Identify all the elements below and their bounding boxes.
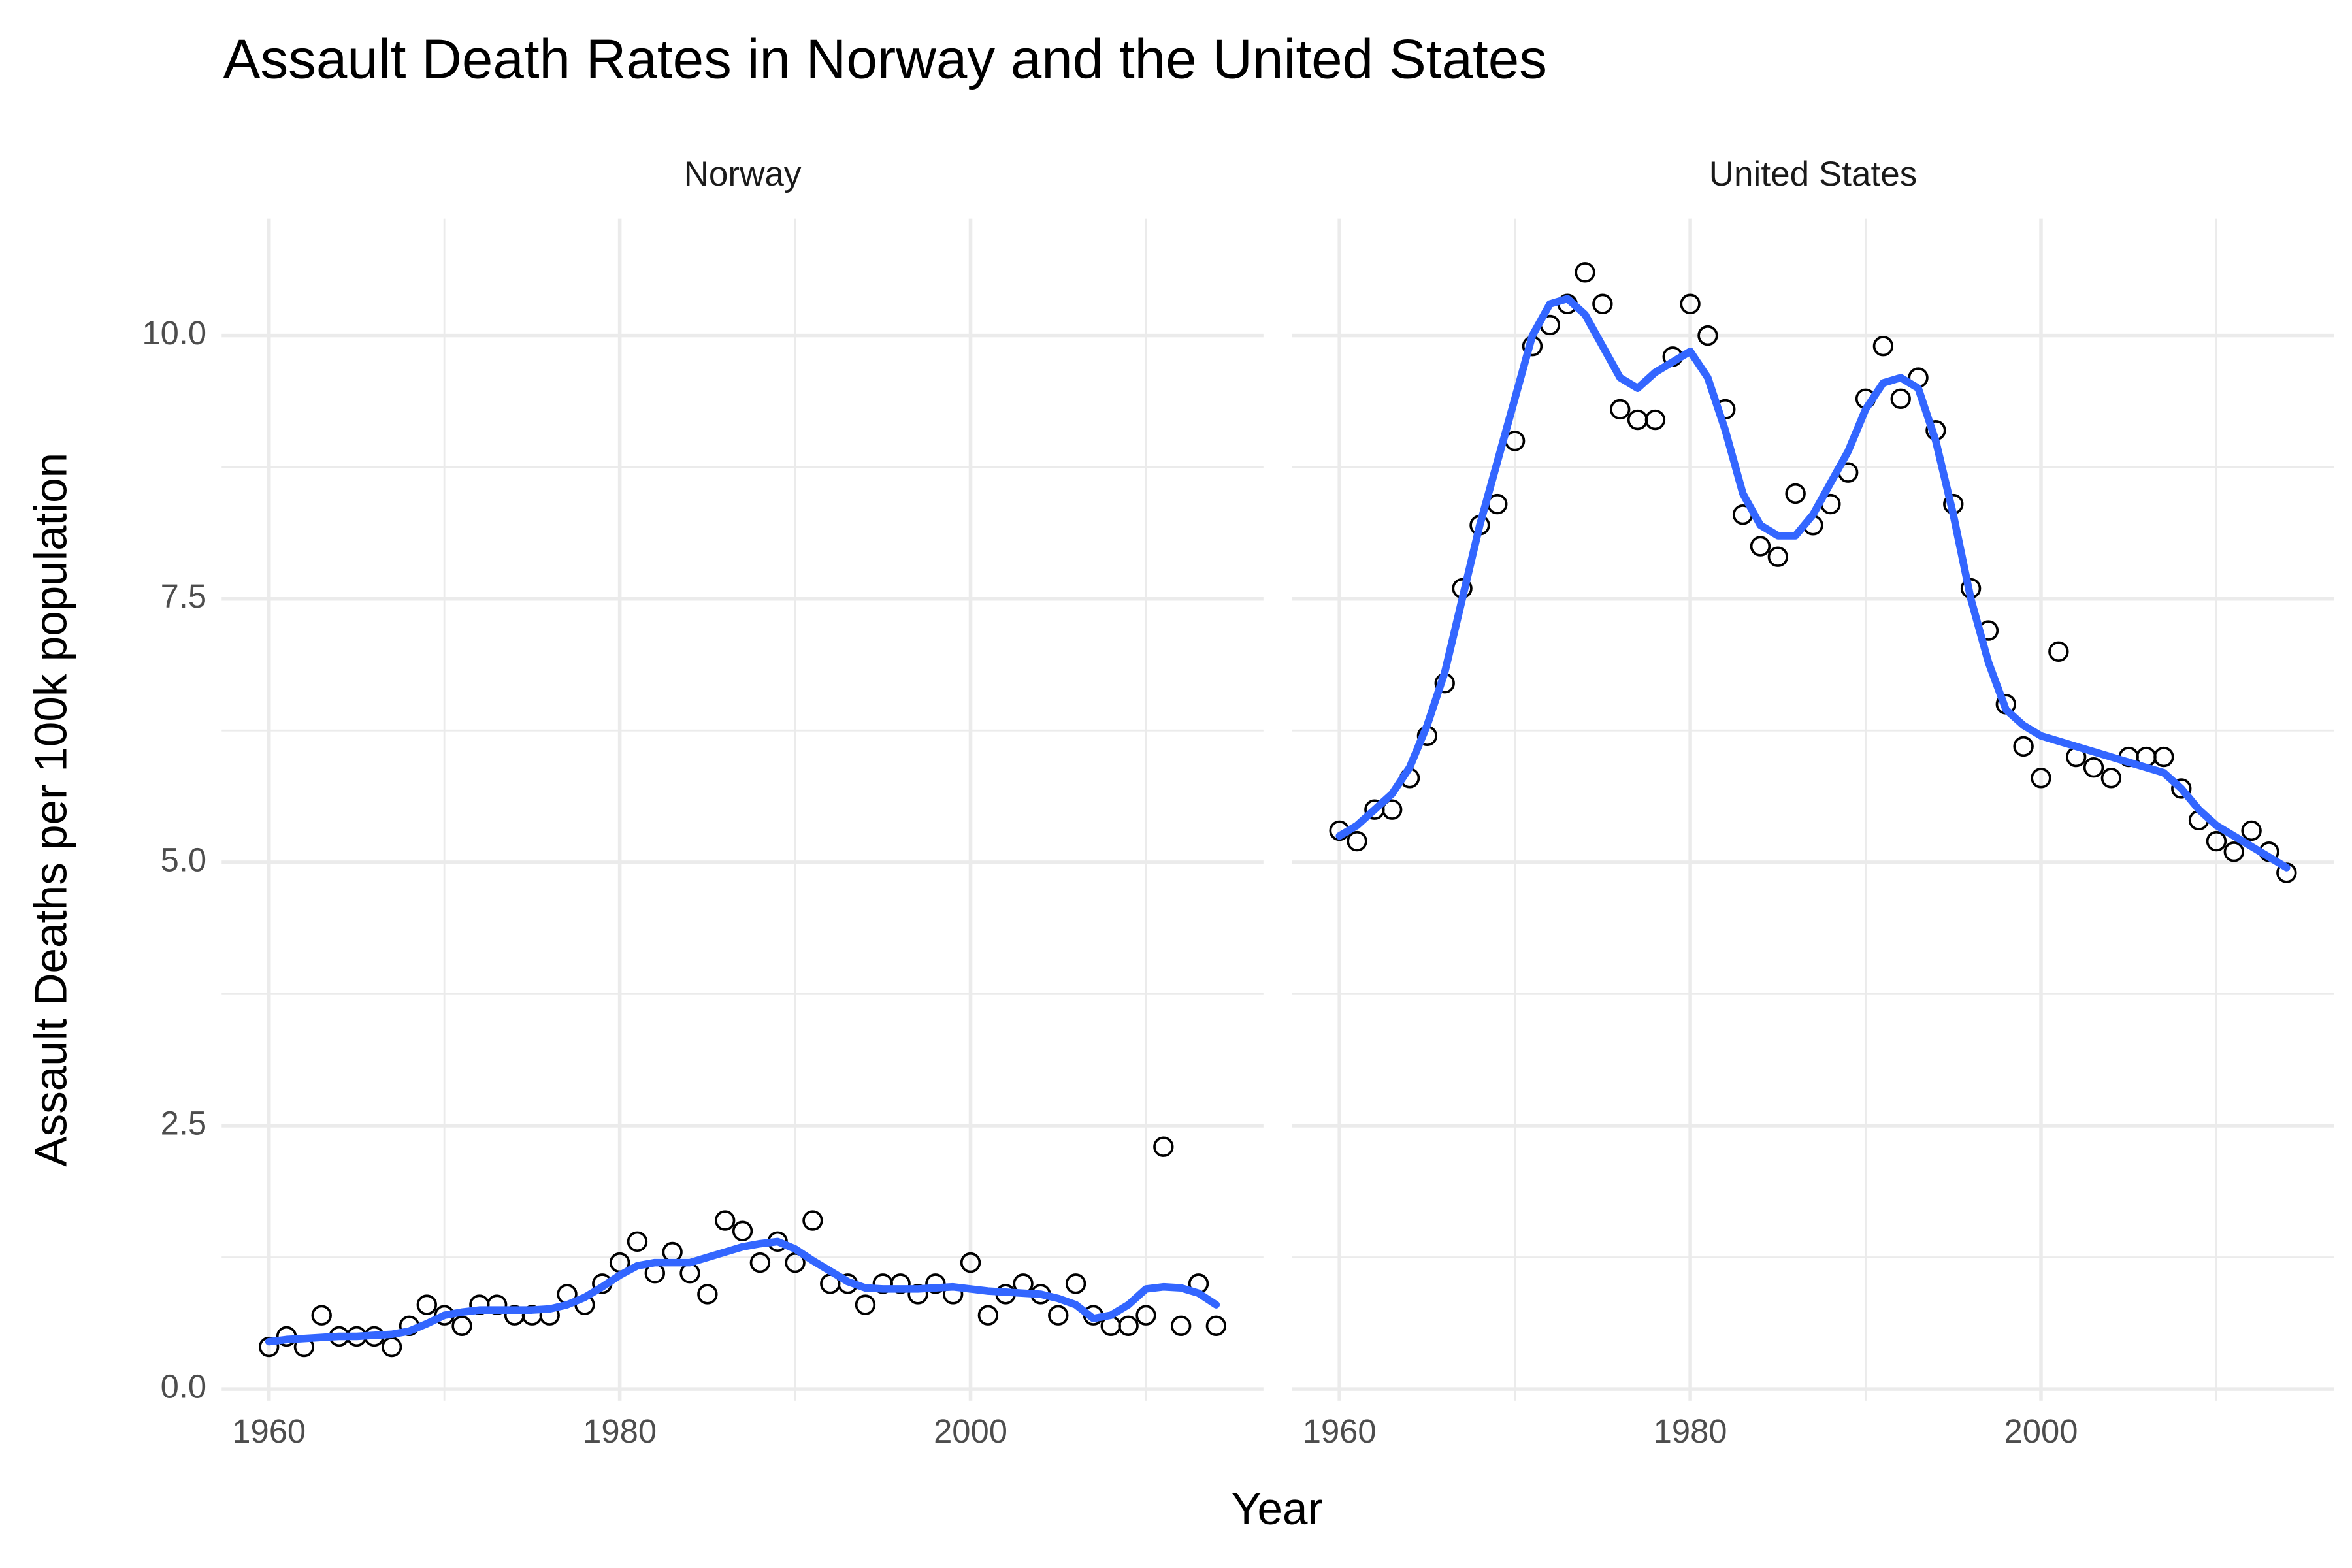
point [2241, 820, 2262, 841]
point [1135, 1305, 1156, 1326]
point [732, 1220, 753, 1241]
x-tick-label: 1960 [1303, 1413, 1377, 1450]
point [977, 1305, 999, 1326]
facet-title: Norway [684, 155, 802, 193]
point [2153, 746, 2174, 768]
y-tick-label: 0.0 [161, 1368, 207, 1405]
x-axis-title: Year [1232, 1483, 1323, 1534]
x-tick-label: 1980 [1654, 1413, 1727, 1450]
point [1697, 325, 1718, 346]
point [2223, 841, 2244, 862]
point [802, 1210, 823, 1231]
point [1382, 799, 1403, 820]
point [1767, 546, 1789, 567]
smooth-line [265, 1237, 1220, 1346]
point [627, 1231, 648, 1252]
point [2100, 768, 2122, 789]
point [487, 1294, 508, 1315]
point [1575, 262, 1595, 283]
y-tick-label: 5.0 [161, 841, 207, 878]
point [1347, 830, 1367, 852]
point [451, 1315, 472, 1337]
point [1872, 336, 1894, 357]
point [697, 1284, 718, 1305]
point [1610, 399, 1631, 420]
point [1680, 293, 1701, 314]
y-tick-label: 2.5 [161, 1104, 207, 1141]
point [1890, 388, 1911, 410]
point [1644, 409, 1666, 431]
y-tick-label: 7.5 [161, 578, 207, 615]
facet-title: United States [1709, 155, 1918, 193]
point [785, 1252, 806, 1273]
point [2031, 768, 2051, 789]
point [2083, 757, 2104, 778]
point [1785, 483, 1806, 504]
point [416, 1294, 438, 1315]
y-axis-title: Assault Deaths per 100k population [25, 453, 76, 1167]
point [855, 1294, 876, 1315]
x-tick-label: 1960 [232, 1413, 306, 1450]
x-tick-label: 1980 [583, 1413, 657, 1450]
point [1170, 1315, 1192, 1337]
point [311, 1305, 332, 1326]
x-tick-label: 2000 [934, 1413, 1007, 1450]
chart-title: Assault Death Rates in Norway and the Un… [223, 28, 1547, 90]
point [890, 1273, 911, 1294]
x-tick-label: 2000 [2004, 1413, 2078, 1450]
y-tick-label: 10.0 [142, 314, 206, 351]
point [2013, 736, 2034, 757]
point [2171, 778, 2192, 799]
point [1065, 1273, 1086, 1294]
point [960, 1252, 981, 1273]
point [1750, 536, 1771, 557]
point [2048, 641, 2069, 662]
point [715, 1210, 736, 1231]
point [2206, 830, 2227, 852]
point [1205, 1315, 1227, 1337]
point [1118, 1315, 1139, 1337]
point [1153, 1136, 1174, 1157]
smooth-line [1335, 295, 2291, 872]
point [1048, 1305, 1069, 1326]
point [1592, 293, 1613, 314]
point [749, 1252, 771, 1273]
